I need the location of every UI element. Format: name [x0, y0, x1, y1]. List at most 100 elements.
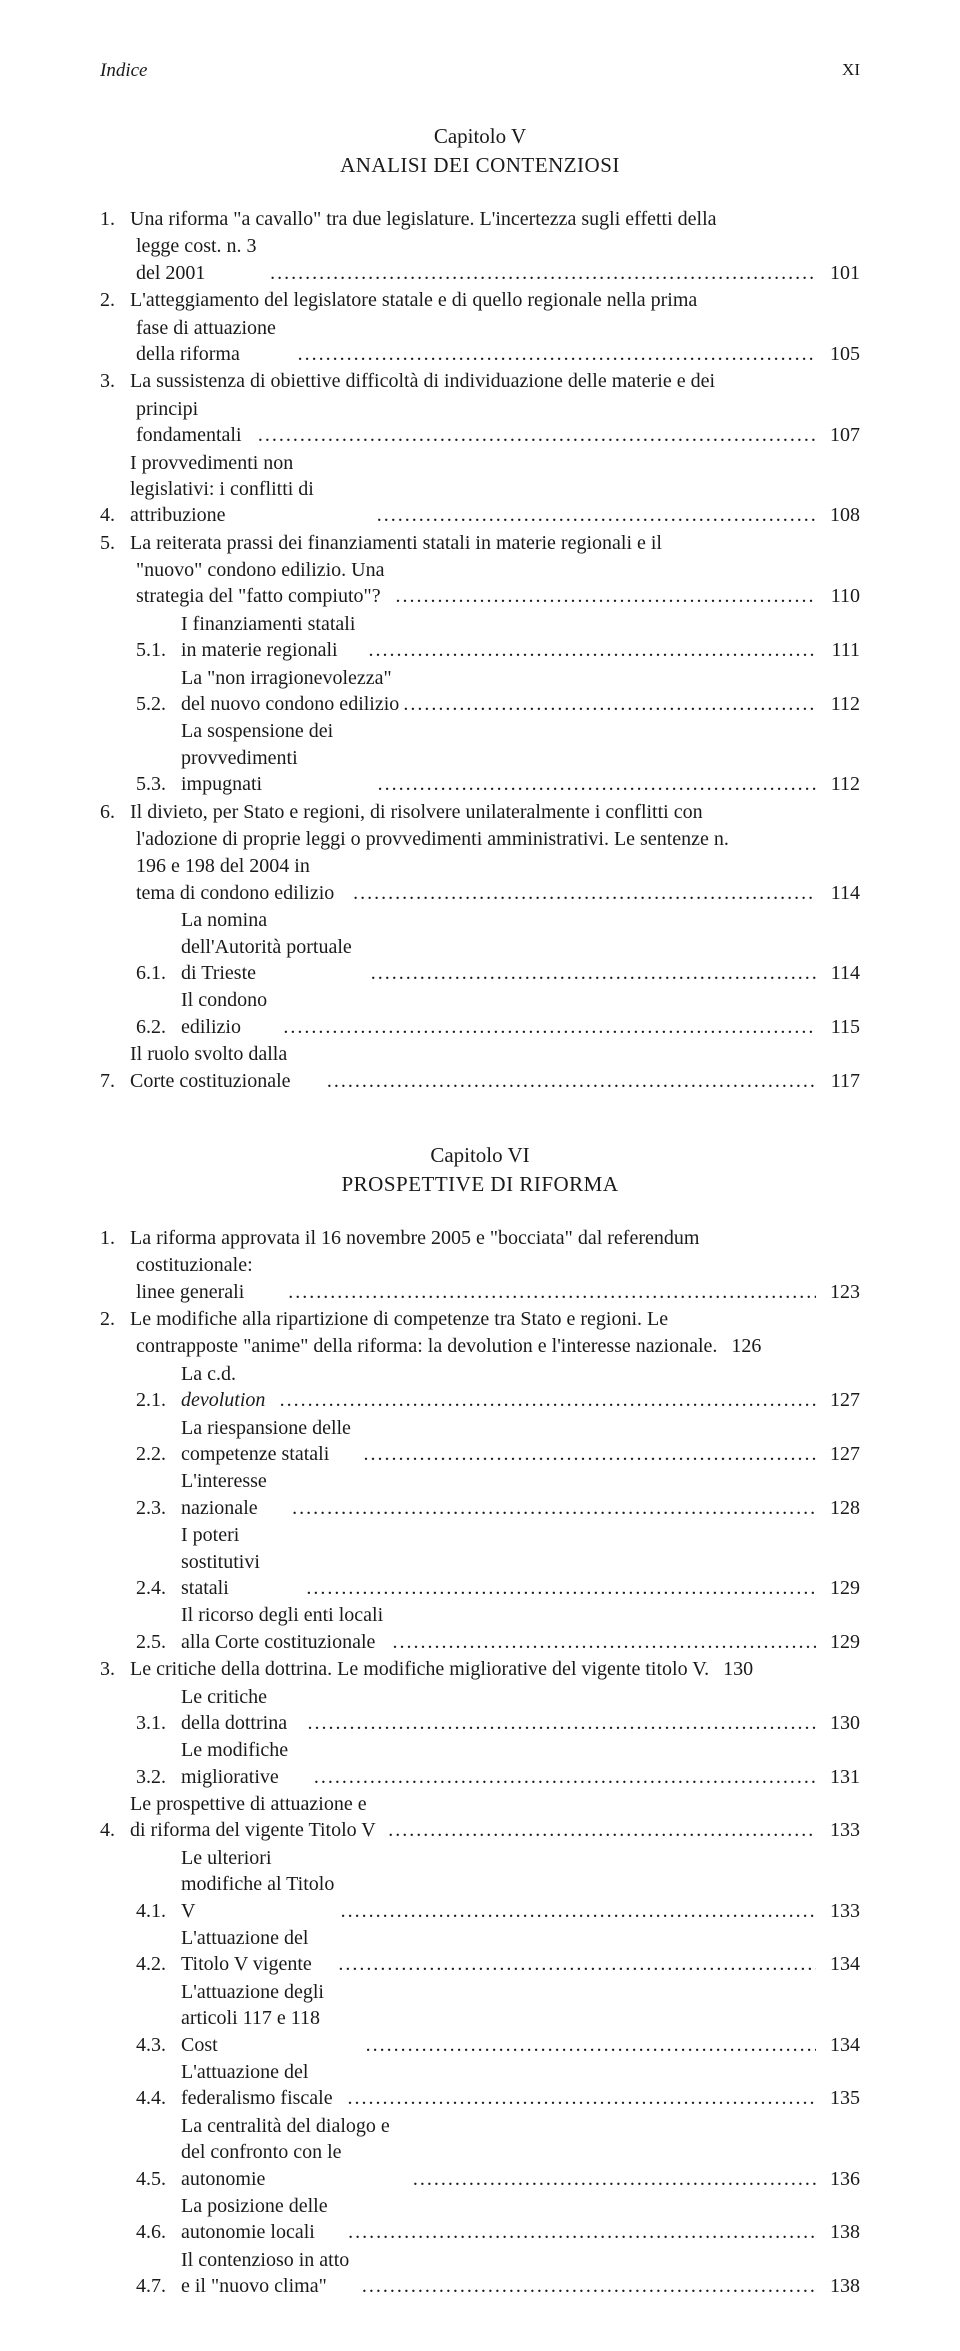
- toc-num: 4.: [100, 1817, 130, 1843]
- toc-chapter-6: 1. La riforma approvata il 16 novembre 2…: [100, 1225, 860, 2300]
- toc-text: Le ulteriori modifiche al Titolo V: [181, 1845, 337, 1924]
- toc-text: La riespansione delle competenze statali: [181, 1415, 360, 1468]
- toc-num: 5.3.: [136, 771, 181, 797]
- leader: ........................................…: [360, 1441, 816, 1467]
- toc-num: 4.4.: [136, 2085, 181, 2111]
- toc-page: 133: [816, 1898, 860, 1924]
- toc-num: 4.3.: [136, 2032, 181, 2058]
- toc-text: La c.d. devolution: [181, 1361, 276, 1414]
- toc-page: 126: [717, 1333, 761, 1359]
- toc-text: Una riforma "a cavallo" tra due legislat…: [130, 206, 717, 232]
- toc-page: 115: [816, 1014, 860, 1040]
- toc-text: La sospensione dei provvedimenti impugna…: [181, 718, 374, 797]
- leader: ........................................…: [343, 2085, 816, 2111]
- toc-page: 107: [816, 422, 860, 448]
- leader: ........................................…: [358, 2273, 816, 2299]
- toc-text: Il contenzioso in atto e il "nuovo clima…: [181, 2247, 358, 2300]
- toc-text: Le critiche della dottrina. Le modifiche…: [130, 1656, 709, 1682]
- toc-text: La "non irragionevolezza" del nuovo cond…: [181, 665, 399, 718]
- toc-text: Il ricorso degli enti locali alla Corte …: [181, 1602, 388, 1655]
- leader: ........................................…: [266, 260, 816, 286]
- leader: ........................................…: [323, 1068, 816, 1094]
- toc-page: 111: [816, 637, 860, 663]
- leader: ........................................…: [384, 1817, 816, 1843]
- toc-page: 110: [816, 583, 860, 609]
- leader: ........................................…: [399, 691, 816, 717]
- toc-num: 2.1.: [136, 1387, 181, 1413]
- leader: ........................................…: [388, 1629, 816, 1655]
- toc-num: 2.3.: [136, 1495, 181, 1521]
- running-title: Indice: [100, 60, 147, 82]
- toc-text: L'attuazione del Titolo V vigente: [181, 1925, 334, 1978]
- leader: ........................................…: [302, 1575, 816, 1601]
- toc-text: Il condono edilizio: [181, 987, 279, 1040]
- toc-num: 4.: [100, 502, 130, 528]
- chapter-label: Capitolo V: [100, 124, 860, 149]
- toc-text: costituzionale: linee generali: [136, 1252, 284, 1305]
- toc-num: 2.2.: [136, 1441, 181, 1467]
- toc-page: 134: [816, 2032, 860, 2058]
- toc-text: La riforma approvata il 16 novembre 2005…: [130, 1225, 699, 1251]
- leader: ........................................…: [337, 1898, 816, 1924]
- leader: ........................................…: [310, 1764, 816, 1790]
- leader: ........................................…: [367, 960, 816, 986]
- toc-num: 4.5.: [136, 2166, 181, 2192]
- toc-num: 4.6.: [136, 2219, 181, 2245]
- toc-num: 2.: [100, 1306, 130, 1332]
- toc-text: legge cost. n. 3 del 2001: [136, 233, 266, 286]
- toc-page: 130: [816, 1710, 860, 1736]
- running-head: Indice XI: [100, 60, 860, 82]
- toc-page: 114: [816, 880, 860, 906]
- toc-num: 3.: [100, 1656, 130, 1682]
- chapter-5-heading: Capitolo V ANALISI DEI CONTENZIOSI: [100, 124, 860, 178]
- leader: ........................................…: [392, 583, 817, 609]
- leader: ........................................…: [365, 637, 817, 663]
- toc-text: Le modifiche migliorative: [181, 1737, 310, 1790]
- leader: ........................................…: [279, 1014, 816, 1040]
- toc-text: Le modifiche alla ripartizione di compet…: [130, 1306, 668, 1332]
- toc-text: L'interesse nazionale: [181, 1468, 288, 1521]
- toc-num: 4.2.: [136, 1951, 181, 1977]
- toc-page: 101: [816, 260, 860, 286]
- toc-text: "nuovo" condono edilizio. Una strategia …: [136, 557, 392, 610]
- toc-page: 127: [816, 1387, 860, 1413]
- running-page: XI: [842, 60, 860, 82]
- toc-text: L'attuazione del federalismo fiscale: [181, 2059, 343, 2112]
- toc-text: I provvedimenti non legislativi: i confl…: [130, 450, 373, 529]
- toc-text: La nomina dell'Autorità portuale di Trie…: [181, 907, 367, 986]
- toc-page: 138: [816, 2219, 860, 2245]
- toc-num: 1.: [100, 206, 130, 232]
- toc-page: 108: [816, 502, 860, 528]
- toc-text: La posizione delle autonomie locali: [181, 2193, 344, 2246]
- leader: ........................................…: [409, 2166, 816, 2192]
- toc-page: 131: [816, 1764, 860, 1790]
- toc-num: 7.: [100, 1068, 130, 1094]
- leader: ........................................…: [349, 880, 816, 906]
- toc-num: 5.1.: [136, 637, 181, 663]
- toc-num: 2.5.: [136, 1629, 181, 1655]
- toc-num: 5.2.: [136, 691, 181, 717]
- chapter-label: Capitolo VI: [100, 1143, 860, 1168]
- toc-text: La reiterata prassi dei finanziamenti st…: [130, 530, 662, 556]
- leader: ........................................…: [373, 502, 816, 528]
- toc-num: 6.2.: [136, 1014, 181, 1040]
- toc-text: I poteri sostitutivi statali: [181, 1522, 302, 1601]
- toc-text: l'adozione di proprie leggi o provvedime…: [136, 826, 729, 852]
- chapter-6-heading: Capitolo VI PROSPETTIVE DI RIFORMA: [100, 1143, 860, 1197]
- toc-num: 5.: [100, 530, 130, 556]
- toc-page: 136: [816, 2166, 860, 2192]
- toc-text: fase di attuazione della riforma: [136, 315, 294, 368]
- toc-page: 123: [816, 1279, 860, 1305]
- toc-text: Le prospettive di attuazione e di riform…: [130, 1791, 384, 1844]
- toc-page: 138: [816, 2273, 860, 2299]
- toc-num: 3.: [100, 368, 130, 394]
- toc-page: 128: [816, 1495, 860, 1521]
- toc-text: Le critiche della dottrina: [181, 1684, 303, 1737]
- toc-page: 114: [816, 960, 860, 986]
- toc-num: 3.2.: [136, 1764, 181, 1790]
- toc-num: 6.: [100, 799, 130, 825]
- toc-text: contrapposte "anime" della riforma: la d…: [136, 1333, 717, 1359]
- toc-text: La sussistenza di obiettive difficoltà d…: [130, 368, 715, 394]
- leader: ........................................…: [254, 422, 816, 448]
- toc-text: L'atteggiamento del legislatore statale …: [130, 287, 697, 313]
